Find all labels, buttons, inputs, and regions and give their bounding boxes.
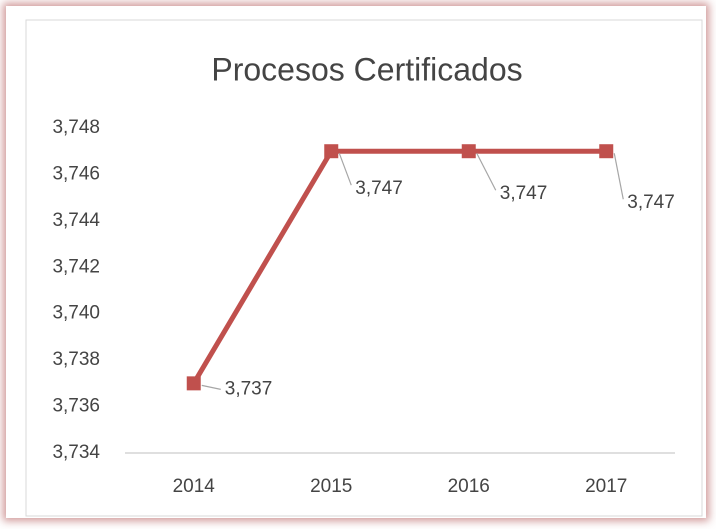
chart-title: Procesos Certificados	[211, 51, 522, 87]
leader-line	[613, 153, 624, 200]
y-tick-label: 3,740	[52, 303, 100, 324]
x-tick-label: 2014	[173, 476, 216, 497]
y-tick-label: 3,736	[52, 396, 100, 417]
marker	[186, 376, 201, 391]
y-tick-label: 3,734	[52, 442, 100, 463]
data-label: 3,737	[225, 378, 273, 399]
y-tick-label: 3,748	[52, 117, 100, 138]
y-tick-label: 3,744	[52, 210, 100, 231]
line	[191, 148, 607, 385]
x-tick-label: 2016	[448, 476, 490, 497]
chart-area	[25, 19, 703, 517]
marker	[599, 144, 614, 159]
data-label: 3,747	[500, 183, 548, 204]
leader-line	[201, 384, 221, 390]
data-label: 3,747	[627, 192, 675, 213]
y-tick-label: 3,738	[52, 349, 100, 370]
marker	[461, 144, 476, 159]
leader-line	[476, 152, 497, 191]
y-tick-label: 3,742	[52, 256, 100, 277]
y-tick-label: 3,746	[52, 163, 100, 184]
data-label: 3,747	[355, 178, 403, 199]
x-tick-label: 2017	[585, 476, 627, 497]
leader-line	[338, 153, 352, 186]
x-tick-label: 2015	[310, 476, 352, 497]
marker	[324, 144, 339, 159]
